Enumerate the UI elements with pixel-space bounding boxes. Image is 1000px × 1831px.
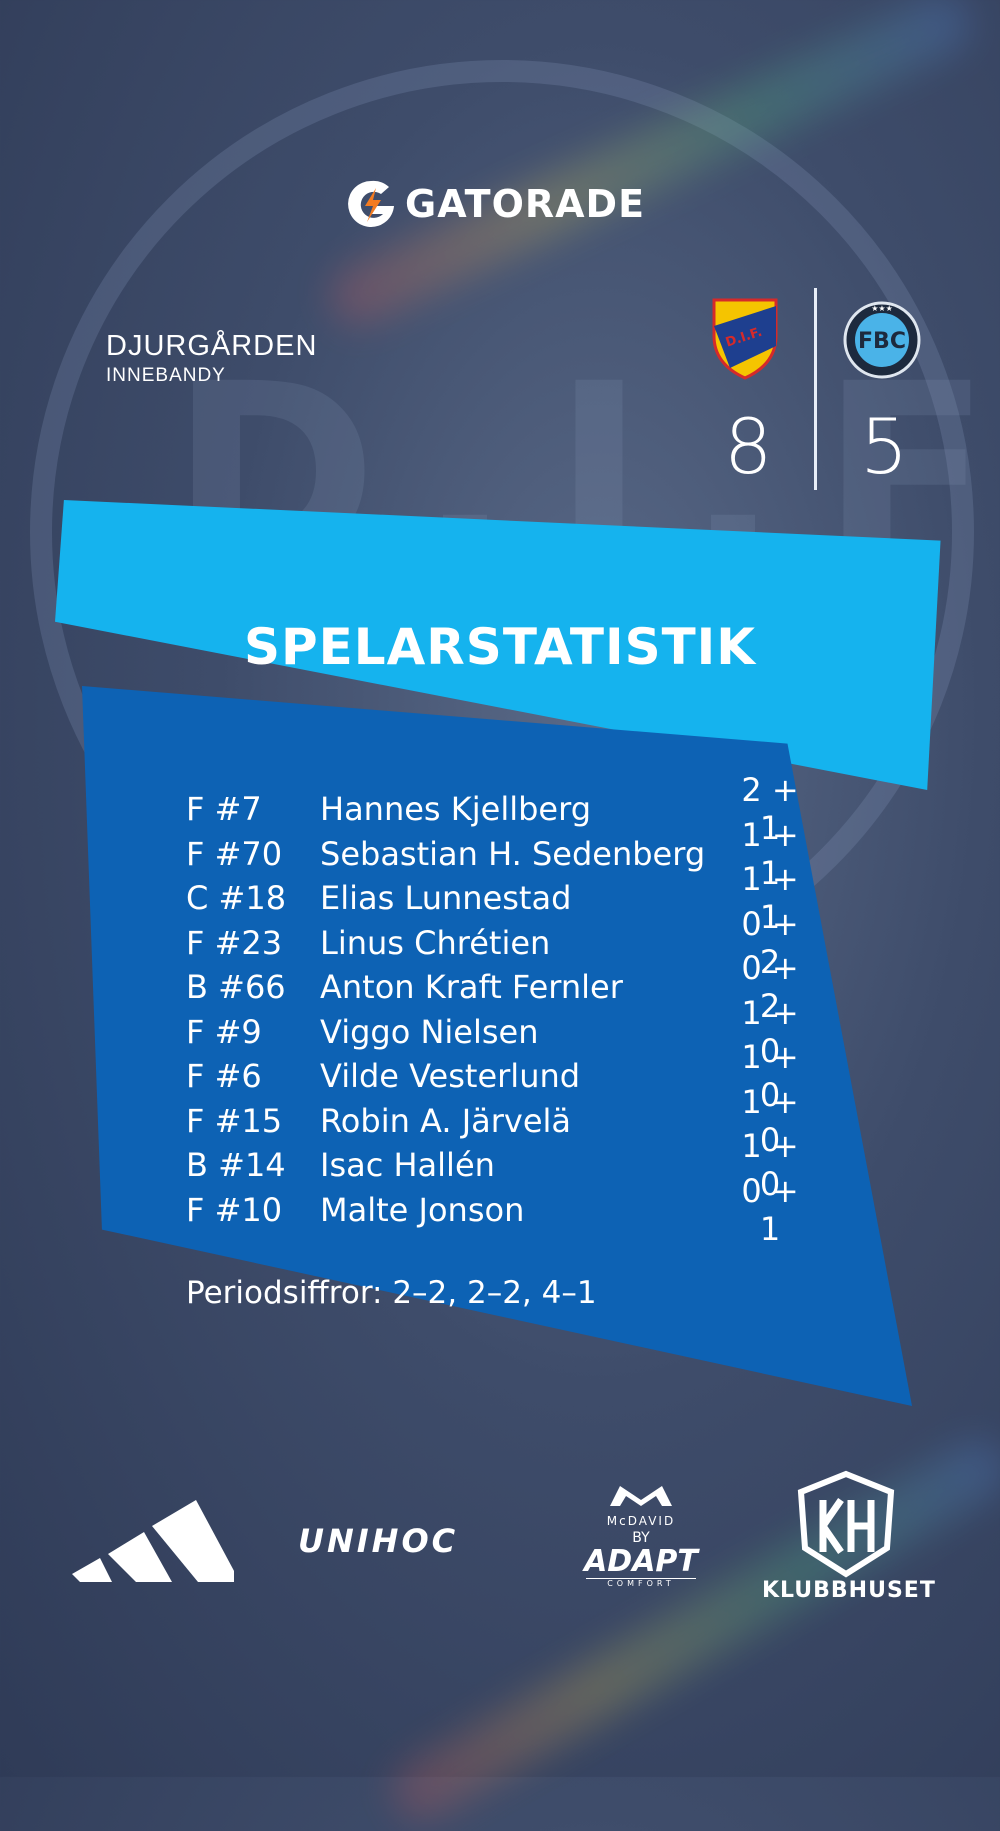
player-position: F #15 [186, 1101, 283, 1140]
mcdavid-adapt-logo: McDAVID BY ADAPT COMFORT [578, 1482, 704, 1588]
player-position: F #23 [186, 923, 283, 962]
player-points: 0 + 2 [741, 949, 799, 1026]
player-row: B #66 Anton Kraft Fernler 0 + 2 [186, 949, 810, 1025]
player-points: 0 + 2 [741, 904, 799, 981]
adapt-wordmark: ADAPT [584, 1544, 698, 1579]
stats-title: SPELARSTATISTIK [243, 618, 757, 676]
mcdavid-by: BY [632, 1530, 650, 1546]
player-name: Robin A. Järvelä [320, 1101, 572, 1140]
player-name: Anton Kraft Fernler [320, 968, 623, 1007]
adapt-comfort: COMFORT [586, 1578, 696, 1588]
player-position: B #66 [186, 968, 286, 1007]
player-name: Hannes Kjellberg [320, 790, 592, 829]
player-row: F #6 Vilde Vesterlund 1 + 0 [186, 1038, 810, 1114]
period-scores: Periodsiffror: 2–2, 2–2, 4–1 [186, 1275, 597, 1311]
player-row: F #10 Malte Jonson 0 + 1 [186, 1172, 810, 1248]
score-divider [814, 288, 817, 490]
mcdavid-icon [610, 1486, 672, 1506]
player-position: F #9 [186, 1012, 262, 1051]
away-crest-icon: FBC ★★★ [843, 301, 921, 379]
player-position: F #7 [186, 790, 262, 829]
player-name: Viggo Nielsen [320, 1012, 539, 1051]
player-name: Elias Lunnestad [320, 879, 572, 918]
player-stats-list: F #7 Hannes Kjellberg 2 + 1 F #70 Sebast… [186, 771, 810, 1248]
player-points: 0 + 1 [741, 1171, 799, 1248]
player-row: F #23 Linus Chrétien 0 + 2 [186, 905, 810, 981]
gatorade-g-bolt-icon [345, 178, 397, 230]
player-name: Linus Chrétien [320, 923, 551, 962]
adidas-logo-icon [72, 1500, 234, 1582]
player-points: 1 + 0 [741, 1038, 799, 1115]
klubbhuset-logo: KLUBBHUSET [762, 1470, 936, 1603]
klubbhuset-crest-icon [797, 1470, 895, 1578]
home-crest-icon: D.I.F. [712, 298, 778, 380]
player-position: B #14 [186, 1146, 286, 1185]
player-row: F #7 Hannes Kjellberg 2 + 1 [186, 771, 810, 847]
home-score: 8 [724, 402, 773, 491]
player-position: F #70 [186, 834, 283, 873]
gatorade-logo: GATORADE [345, 178, 645, 230]
player-points: 1 + 0 [741, 1127, 799, 1204]
player-points: 2 + 1 [741, 771, 799, 848]
player-name: Sebastian H. Sedenberg [320, 834, 706, 873]
team-name: DJURGÅRDEN [106, 330, 318, 362]
unihoc-wordmark: UNIHOC [298, 1522, 458, 1560]
player-name: Isac Hallén [320, 1146, 495, 1185]
player-points: 1 + 1 [741, 815, 799, 892]
unihoc-logo: UNIHOC [298, 1522, 458, 1560]
player-row: C #18 Elias Lunnestad 1 + 1 [186, 860, 810, 936]
klubbhuset-wordmark: KLUBBHUSET [762, 1578, 936, 1603]
away-score: 5 [860, 402, 909, 491]
player-points: 1 + 1 [741, 860, 799, 937]
player-points: 1 + 0 [741, 993, 799, 1070]
svg-text:FBC: FBC [858, 329, 906, 354]
player-row: F #15 Robin A. Järvelä 1 + 0 [186, 1083, 810, 1159]
player-position: C #18 [186, 879, 287, 918]
gatorade-wordmark: GATORADE [405, 182, 646, 226]
player-name: Vilde Vesterlund [320, 1057, 581, 1096]
team-header: DJURGÅRDEN INNEBANDY [106, 330, 317, 387]
mcdavid-wordmark: McDAVID [606, 1514, 676, 1528]
player-row: B #14 Isac Hallén 1 + 0 [186, 1127, 810, 1203]
svg-text:★★★: ★★★ [871, 304, 893, 313]
player-row: F #9 Viggo Nielsen 1 + 0 [186, 994, 810, 1070]
player-position: F #10 [186, 1190, 283, 1229]
player-points: 1 + 0 [741, 1082, 799, 1159]
player-position: F #6 [186, 1057, 262, 1096]
player-name: Malte Jonson [320, 1190, 525, 1229]
player-row: F #70 Sebastian H. Sedenberg 1 + 1 [186, 816, 810, 892]
team-sport: INNEBANDY [106, 365, 226, 386]
